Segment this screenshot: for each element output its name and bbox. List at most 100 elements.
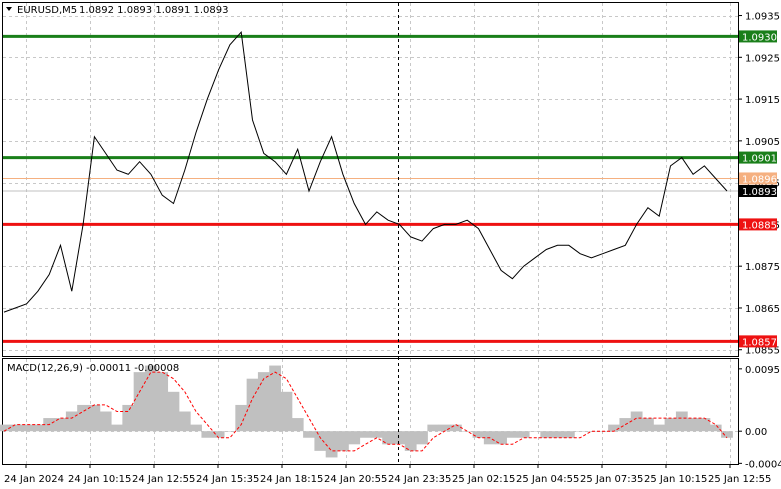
macd-bar [88,404,101,432]
macd-bar [687,418,700,432]
level-label-bg [739,151,777,164]
macd-panel-border [2,358,739,465]
macd-bar [562,431,575,438]
time-axis-label: 24 Jan 12:55 [132,474,195,485]
macd-bar [416,431,428,445]
macd-bar [291,418,304,432]
macd-bar [359,431,372,438]
macd-bar [65,411,78,432]
macd-bar [370,431,383,438]
current-price-label-bg [739,184,777,197]
macd-bar [709,424,722,432]
horizontal-levels [3,34,738,343]
price-axis-label: 1.0915 [745,95,780,106]
macd-bar [31,424,44,432]
macd-bar [235,404,248,432]
level-label-bg [739,172,777,185]
macd-bar [517,431,530,438]
time-axis-label: 24 Jan 20:55 [324,474,387,485]
level-label-text: 1.0857 [742,337,777,348]
time-axis[interactable]: 24 Jan 2024 24 Jan 10:15 24 Jan 12:55 24 Ja… [4,464,771,485]
macd-axis[interactable]: 0.0095 0.00 -0.00049 [738,365,781,471]
level-label-bg [739,335,777,348]
macd-bar [653,424,666,432]
macd-axis-label: 0.00 [745,427,767,438]
macd-bar [167,391,180,432]
price-axis-label: 1.0925 [745,53,780,64]
macd-grid [3,359,738,464]
macd-bar [585,431,598,432]
macd-bar [77,404,89,432]
macd-bar [303,431,315,438]
macd-bar [438,424,451,432]
down-triangle-icon[interactable] [6,7,12,11]
time-axis-label: 25 Jan 02:15 [452,474,515,485]
macd-bar [472,431,485,438]
current-price-label: 1.0893 [742,187,777,198]
macd-bar [506,431,519,438]
macd-bar [122,404,135,432]
macd-bar [325,431,338,458]
macd-bar [156,372,169,432]
price-panel-border [2,2,739,357]
macd-bar [393,431,406,445]
macd-bar [642,418,654,432]
macd-bar [461,431,474,432]
macd-bar [269,365,282,432]
price-axis-label: 1.0855 [745,346,780,357]
macd-bar [314,431,327,451]
level-labels: 1.0930 1.0901 1.0896 1.0885 1.0857 1.0893 [739,30,777,348]
macd-bar [664,418,677,432]
level-label-text: 1.0901 [742,154,777,165]
level-label-bg [739,218,777,231]
macd-bar [111,424,123,432]
macd-bar [427,424,440,432]
price-line [3,31,728,313]
time-axis-label: 24 Jan 10:15 [68,474,131,485]
macd-bar [382,431,394,445]
macd-signal-line [3,371,728,452]
macd-bar [574,431,587,432]
macd-bar [337,431,349,451]
macd-bar [178,411,191,432]
time-axis-label: 24 Jan 18:15 [260,474,323,485]
macd-bar [20,424,33,432]
time-axis-label: 24 Jan 2024 [4,474,64,485]
time-axis-label: 25 Jan 04:55 [516,474,579,485]
macd-bar [201,431,214,438]
macd-bar [246,378,259,432]
macd-bar [0,424,10,432]
macd-bar [144,365,157,432]
macd-bar [224,431,236,432]
time-axis-label: 24 Jan 15:35 [196,474,259,485]
macd-bar [54,418,67,432]
macd-bar [551,431,564,438]
macd-bar [9,424,22,432]
price-axis-label: 1.0865 [745,304,780,315]
macd-bar [133,372,146,432]
level-label-text: 1.0896 [742,174,777,185]
level-label-text: 1.0930 [742,32,777,43]
time-axis-label: 25 Jan 12:55 [708,474,771,485]
macd-axis-label: -0.00049 [745,459,781,470]
macd-bar [99,411,112,432]
macd-bar [529,431,541,432]
macd-bar [190,424,202,432]
level-label-bg [739,30,777,43]
macd-bar [698,418,711,432]
macd-bar [212,431,225,438]
macd-bar [348,431,361,445]
price-grid [3,3,738,356]
symbol-timeframe: EURUSD,M5 [17,5,77,16]
price-axis-label: 1.0905 [745,137,780,148]
macd-bar [608,424,620,432]
ohlc-values: 1.0892 1.0893 1.0891 1.0893 [79,5,229,16]
macd-histogram [0,365,733,458]
macd-bar [404,431,417,451]
macd-bar [449,424,462,432]
time-axis-label: 25 Jan 10:15 [644,474,707,485]
macd-axis-label: 0.0095 [745,365,780,376]
time-axis-label: 24 Jan 23:35 [388,474,451,485]
price-axis-label: 1.0935 [745,12,780,23]
